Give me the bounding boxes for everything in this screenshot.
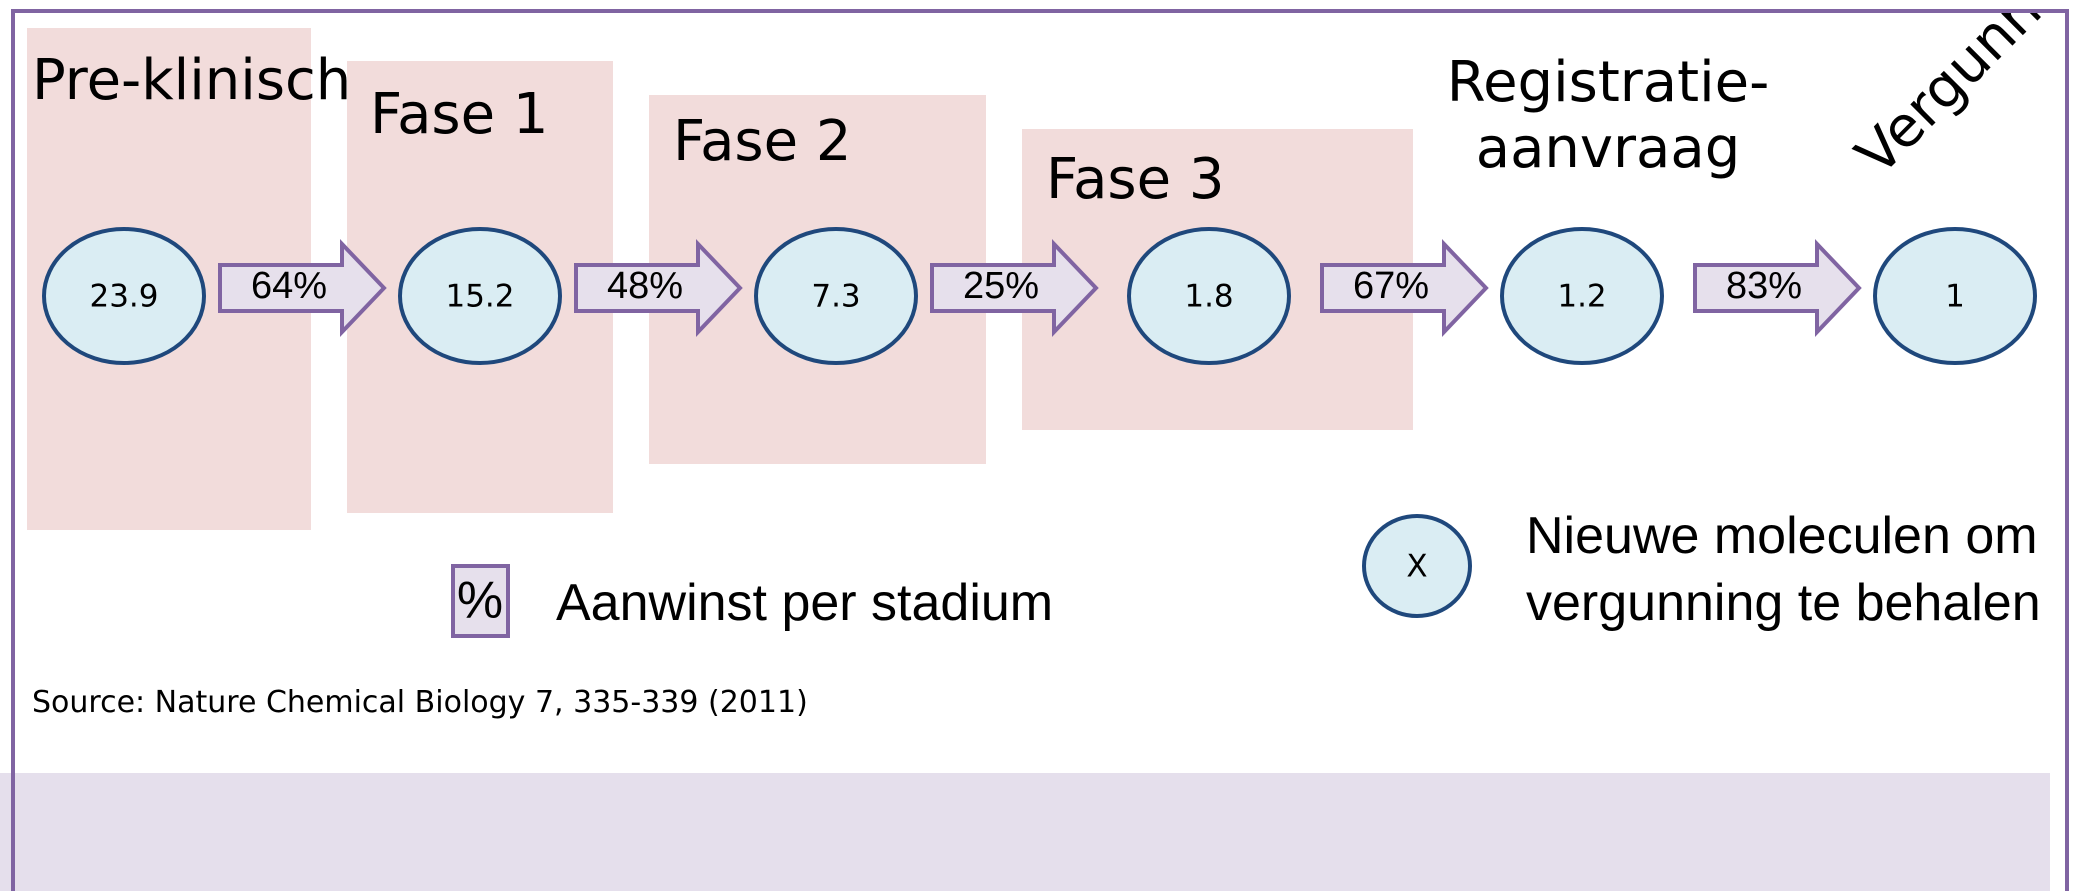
stage-node bbox=[398, 227, 562, 365]
stage-label: Fase 2 bbox=[673, 109, 851, 174]
stage-node bbox=[42, 227, 206, 365]
stage-label: Registratie- bbox=[1447, 50, 1770, 115]
stage-value: 1 bbox=[1945, 279, 1965, 315]
stage-node bbox=[1500, 227, 1664, 365]
transition-rate: 25% bbox=[963, 265, 1039, 307]
stage-value: 23.9 bbox=[89, 279, 158, 315]
stage-value: 1.2 bbox=[1557, 279, 1606, 315]
legend-symbol bbox=[451, 564, 510, 638]
frame bbox=[11, 9, 2069, 891]
transition-rate: 64% bbox=[251, 265, 327, 307]
stage-label: Pre-klinisch bbox=[32, 48, 351, 113]
transition-arrow bbox=[574, 239, 743, 337]
flow: 23.9 15.2 7.3 1.8 1.2 1 64% 48% 25% 67% 83% bbox=[42, 227, 2037, 365]
stage-value: 1.8 bbox=[1184, 279, 1233, 315]
transition-rate: 48% bbox=[607, 265, 683, 307]
legend-symbol bbox=[1362, 514, 1472, 618]
stage-label: Fase 1 bbox=[370, 82, 548, 147]
transition-arrow bbox=[930, 239, 1099, 337]
stage-node bbox=[754, 227, 918, 365]
footer-band bbox=[0, 773, 2050, 891]
stage-node bbox=[1873, 227, 2037, 365]
stage-value: 15.2 bbox=[445, 279, 514, 315]
transition-arrow bbox=[218, 239, 387, 337]
stage-label: Fase 3 bbox=[1046, 147, 1224, 212]
stage-node bbox=[1127, 227, 1291, 365]
transition-rate: 67% bbox=[1353, 265, 1429, 307]
transition-arrow bbox=[1320, 239, 1489, 337]
legend-text: vergunning te behalen bbox=[1526, 574, 2041, 632]
transition-rate: 83% bbox=[1726, 265, 1802, 307]
source: Source: Nature Chemical Biology 7, 335-3… bbox=[32, 685, 808, 720]
transition-arrow bbox=[1693, 239, 1862, 337]
stage-label: Vergunning bbox=[1844, 0, 2079, 188]
legend-text: Nieuwe moleculen om bbox=[1526, 507, 2038, 565]
legend-text: Aanwinst per stadium bbox=[556, 574, 1053, 632]
legend-symbol-text: % bbox=[457, 572, 503, 630]
stage-value: 7.3 bbox=[811, 279, 860, 315]
stage-label: aanvraag bbox=[1476, 116, 1740, 181]
legend-symbol-text: X bbox=[1406, 549, 1427, 585]
